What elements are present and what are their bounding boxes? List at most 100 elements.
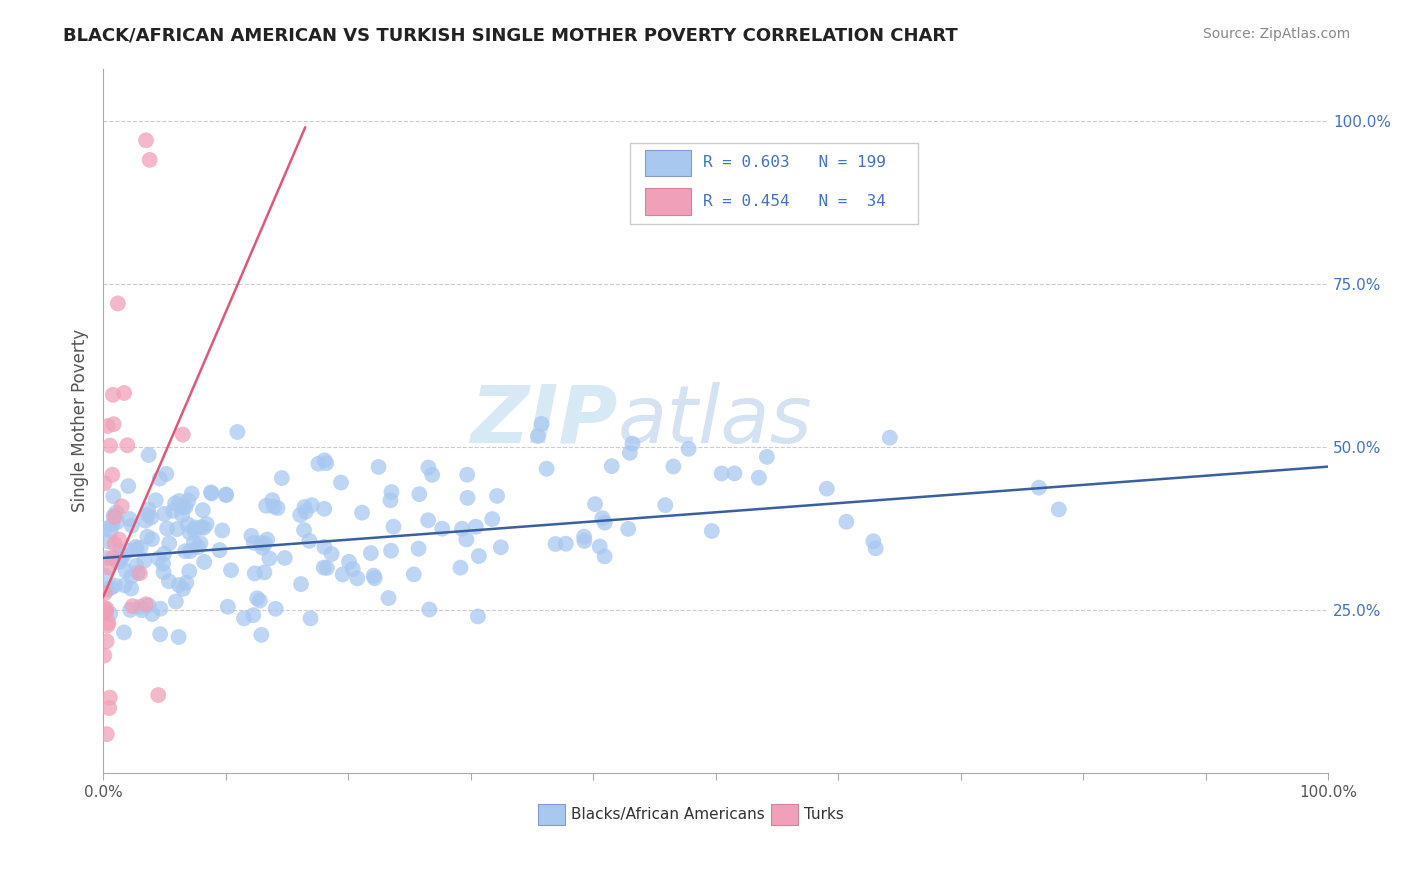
Point	[174, 544, 197, 558]
Point	[165, 496, 187, 510]
Point	[153, 507, 176, 521]
Point	[200, 485, 222, 500]
Point	[755, 450, 778, 464]
Point	[94, 601, 117, 615]
Point	[96, 634, 118, 648]
Point	[253, 537, 276, 551]
Point	[201, 486, 224, 500]
Text: ZIP: ZIP	[470, 382, 617, 460]
Point	[617, 522, 640, 536]
Point	[172, 427, 194, 442]
Point	[266, 500, 288, 515]
Point	[169, 494, 191, 508]
Point	[101, 517, 124, 532]
Point	[544, 537, 567, 551]
Point	[572, 530, 595, 544]
Point	[141, 607, 163, 621]
Point	[270, 471, 292, 485]
Point	[100, 581, 122, 595]
Point	[179, 564, 201, 578]
Point	[183, 523, 205, 537]
Point	[156, 522, 179, 536]
Point	[125, 540, 148, 554]
Point	[103, 537, 125, 551]
Point	[176, 575, 198, 590]
Point	[93, 522, 115, 536]
Point	[131, 603, 153, 617]
Point	[654, 498, 676, 512]
Point	[193, 521, 215, 535]
Point	[593, 549, 616, 564]
Point	[97, 419, 120, 434]
Point	[96, 602, 118, 616]
Point	[294, 500, 316, 514]
Point	[128, 566, 150, 581]
Point	[710, 467, 733, 481]
Point	[865, 541, 887, 556]
Point	[226, 425, 249, 439]
Point	[152, 557, 174, 571]
Y-axis label: Single Mother Poverty: Single Mother Poverty	[72, 329, 89, 513]
Point	[263, 500, 285, 514]
Point	[330, 475, 353, 490]
Point	[145, 493, 167, 508]
Point	[723, 467, 745, 481]
Text: Source: ZipAtlas.com: Source: ZipAtlas.com	[1202, 27, 1350, 41]
Point	[700, 524, 723, 538]
Point	[249, 536, 271, 550]
Point	[103, 508, 125, 523]
Point	[165, 594, 187, 608]
Point	[155, 467, 177, 481]
Point	[292, 523, 315, 537]
Point	[114, 564, 136, 578]
Point	[149, 601, 172, 615]
Point	[167, 630, 190, 644]
Point	[420, 467, 443, 482]
Point	[233, 611, 256, 625]
Point	[402, 567, 425, 582]
Point	[193, 555, 215, 569]
Point	[97, 534, 120, 549]
Point	[93, 568, 115, 582]
Point	[184, 520, 207, 534]
Point	[467, 609, 489, 624]
Point	[367, 460, 389, 475]
Point	[174, 500, 197, 514]
Point	[815, 482, 838, 496]
Point	[451, 522, 474, 536]
Point	[215, 488, 238, 502]
Point	[167, 578, 190, 592]
Point	[536, 461, 558, 475]
Point	[170, 508, 193, 522]
FancyBboxPatch shape	[770, 804, 797, 825]
Point	[219, 563, 242, 577]
Point	[120, 569, 142, 583]
Point	[127, 566, 149, 580]
Point	[662, 459, 685, 474]
Point	[172, 500, 194, 515]
Text: R = 0.603   N = 199: R = 0.603 N = 199	[703, 155, 886, 170]
Point	[619, 446, 641, 460]
Point	[121, 599, 143, 614]
Point	[100, 524, 122, 538]
Point	[103, 417, 125, 432]
Point	[350, 506, 373, 520]
Point	[153, 547, 176, 561]
Point	[449, 560, 471, 574]
Point	[125, 541, 148, 556]
Point	[101, 550, 124, 565]
Point	[111, 500, 134, 514]
Point	[136, 502, 159, 516]
Point	[489, 541, 512, 555]
Point	[108, 551, 131, 566]
Point	[262, 493, 284, 508]
Point	[360, 546, 382, 560]
Point	[240, 529, 263, 543]
Point	[593, 516, 616, 530]
Point	[135, 597, 157, 611]
Point	[574, 533, 596, 548]
Point	[332, 567, 354, 582]
Point	[101, 388, 124, 402]
Point	[346, 571, 368, 585]
Point	[408, 541, 430, 556]
